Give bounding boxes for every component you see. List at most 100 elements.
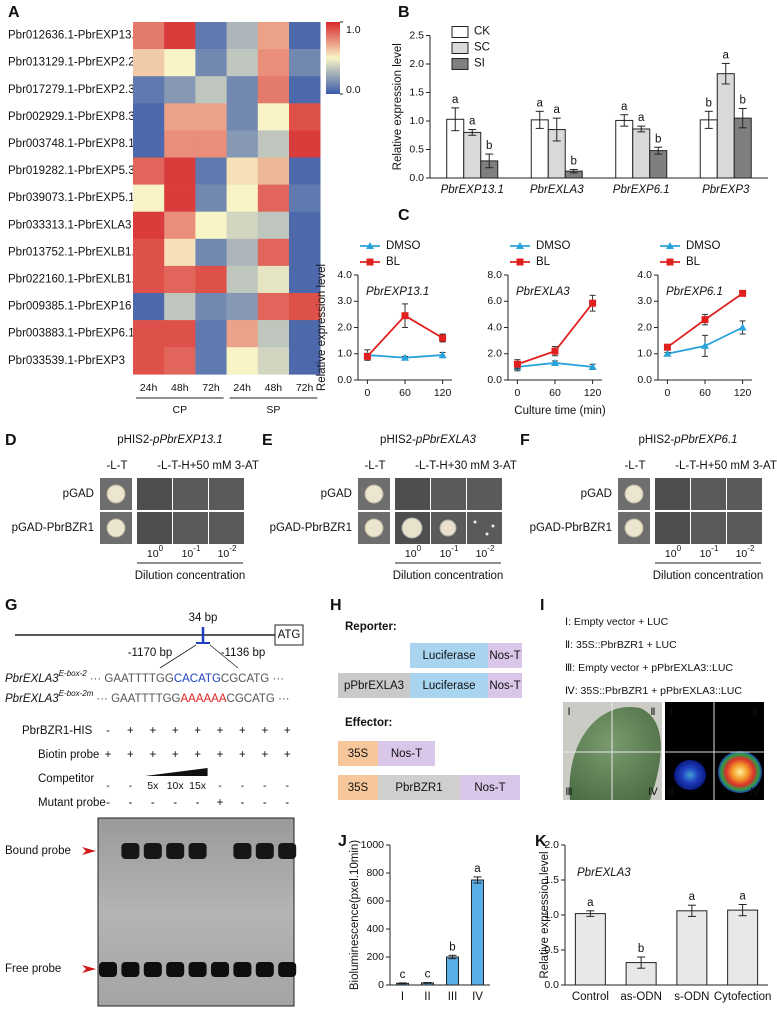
row-label: Pbr013129.1-PbrEXP2.2 — [8, 57, 135, 69]
atg-box — [274, 624, 304, 646]
legend-label: BL — [536, 256, 551, 268]
heat-cell — [164, 76, 196, 104]
lane-sign: + — [127, 749, 134, 761]
dilution-exponent: 0 — [417, 544, 422, 553]
band-label: Free probe — [5, 963, 61, 975]
quadrant-label: Ⅳ — [648, 786, 659, 798]
heat-cell — [195, 49, 227, 77]
heat-cell — [164, 265, 196, 294]
lane-sign: - — [196, 797, 200, 809]
dilution-base: 10 — [700, 548, 712, 560]
marker — [701, 316, 709, 324]
group-label: CP — [173, 404, 188, 416]
dilution-base: 10 — [440, 548, 452, 560]
significance-letter: a — [452, 94, 459, 106]
dilution-label: 10-1 — [440, 544, 459, 560]
lane-sign: + — [194, 749, 201, 761]
assay-title: pHIS2-pPbrEXP6.1 — [638, 434, 737, 446]
significance-letter: b — [486, 140, 492, 152]
y-tick-label: 2.0 — [487, 348, 502, 360]
y-tick-label: 1.5 — [409, 86, 424, 98]
significance-letter: a — [587, 897, 594, 909]
strain-label: pGAD-PbrBZR1 — [12, 522, 94, 534]
panel-label: J — [338, 833, 347, 850]
x-tick-label: 60 — [399, 387, 411, 399]
y-tick-label: 2.5 — [409, 29, 424, 41]
x-tick-label: PbrEXP3 — [702, 184, 750, 196]
dilution-label: 100 — [147, 544, 164, 560]
legend-marker — [666, 258, 674, 266]
x-tick-label: I — [401, 991, 404, 1003]
heat-cell — [133, 320, 165, 348]
gel-band — [255, 962, 274, 977]
dilution-exponent: 0 — [677, 544, 682, 553]
marker — [551, 347, 559, 355]
row-label: Pbr039073.1-PbrEXP5.1 — [8, 192, 135, 204]
lane-sign: - — [263, 780, 267, 792]
lane-sign: - — [285, 780, 289, 792]
heat-cell — [289, 265, 321, 294]
x-tick-label: PbrEXP13.1 — [441, 184, 504, 196]
heat-cell — [133, 211, 165, 240]
heat-cell — [226, 238, 259, 267]
colony — [106, 518, 126, 538]
lane-sign: - — [263, 797, 267, 809]
legend-swatch — [451, 26, 469, 38]
y-tick-label: 600 — [366, 895, 384, 907]
plate — [395, 478, 430, 510]
y-axis-label: Relative expression level — [539, 851, 551, 978]
legend-label: SI — [474, 58, 485, 70]
panel-label: K — [535, 833, 547, 850]
sequence-right: CGCATG ··· — [227, 693, 290, 705]
title-gene: pPbrEXP13.1 — [152, 434, 223, 446]
lane-sign: + — [239, 725, 246, 737]
plate — [727, 512, 762, 544]
medium-label: -L-T — [106, 460, 127, 472]
bar — [615, 119, 634, 179]
heat-cell — [195, 238, 227, 267]
legend-marker — [366, 258, 374, 266]
x-tick-label: 60 — [549, 387, 561, 399]
sequence-motif: CACATG — [174, 673, 221, 685]
heat-cell — [289, 293, 321, 321]
marker — [739, 289, 747, 297]
plate — [137, 512, 172, 544]
plate — [727, 478, 762, 510]
y-tick-label: 200 — [366, 951, 384, 963]
colony — [491, 524, 495, 528]
plate — [173, 512, 208, 544]
gel-band — [166, 962, 185, 977]
title-gene: pPbrEXLA3 — [415, 434, 477, 446]
legend-marker — [516, 242, 524, 249]
heat-cell — [289, 211, 321, 240]
bar — [471, 879, 484, 986]
heat-cell — [289, 184, 321, 212]
x-tick-label: II — [424, 991, 430, 1003]
heat-cell — [289, 157, 321, 185]
colony — [624, 484, 644, 504]
heat-cell — [257, 293, 290, 321]
heat-cell — [257, 320, 290, 348]
heat-cell — [195, 293, 227, 321]
heat-cell — [133, 22, 165, 50]
legend-swatch — [451, 42, 469, 54]
row-label: Pbr019282.1-PbrEXP5.3 — [8, 165, 135, 177]
heat-cell — [133, 265, 165, 294]
title-prefix: pHIS2- — [638, 434, 674, 446]
plate — [209, 478, 244, 510]
heat-cell — [226, 320, 259, 348]
heat-cell — [257, 265, 290, 294]
x-tick-label: 0 — [364, 387, 370, 399]
column-label: 72h — [202, 382, 220, 394]
significance-letter: b — [571, 155, 577, 167]
strain-label: pGAD-PbrBZR1 — [530, 522, 612, 534]
lane-sign: - — [106, 797, 110, 809]
x-axis-label: Dilution concentration — [393, 570, 504, 582]
dilution-label: 10-2 — [476, 544, 495, 560]
y-tick-label: 4.0 — [487, 321, 502, 333]
lane-sign: 5x — [147, 780, 159, 792]
lane-sign: + — [172, 749, 179, 761]
lane-sign: - — [106, 780, 110, 792]
strain-label: pGAD — [63, 488, 94, 500]
chart-title: PbrEXP6.1 — [666, 286, 723, 298]
